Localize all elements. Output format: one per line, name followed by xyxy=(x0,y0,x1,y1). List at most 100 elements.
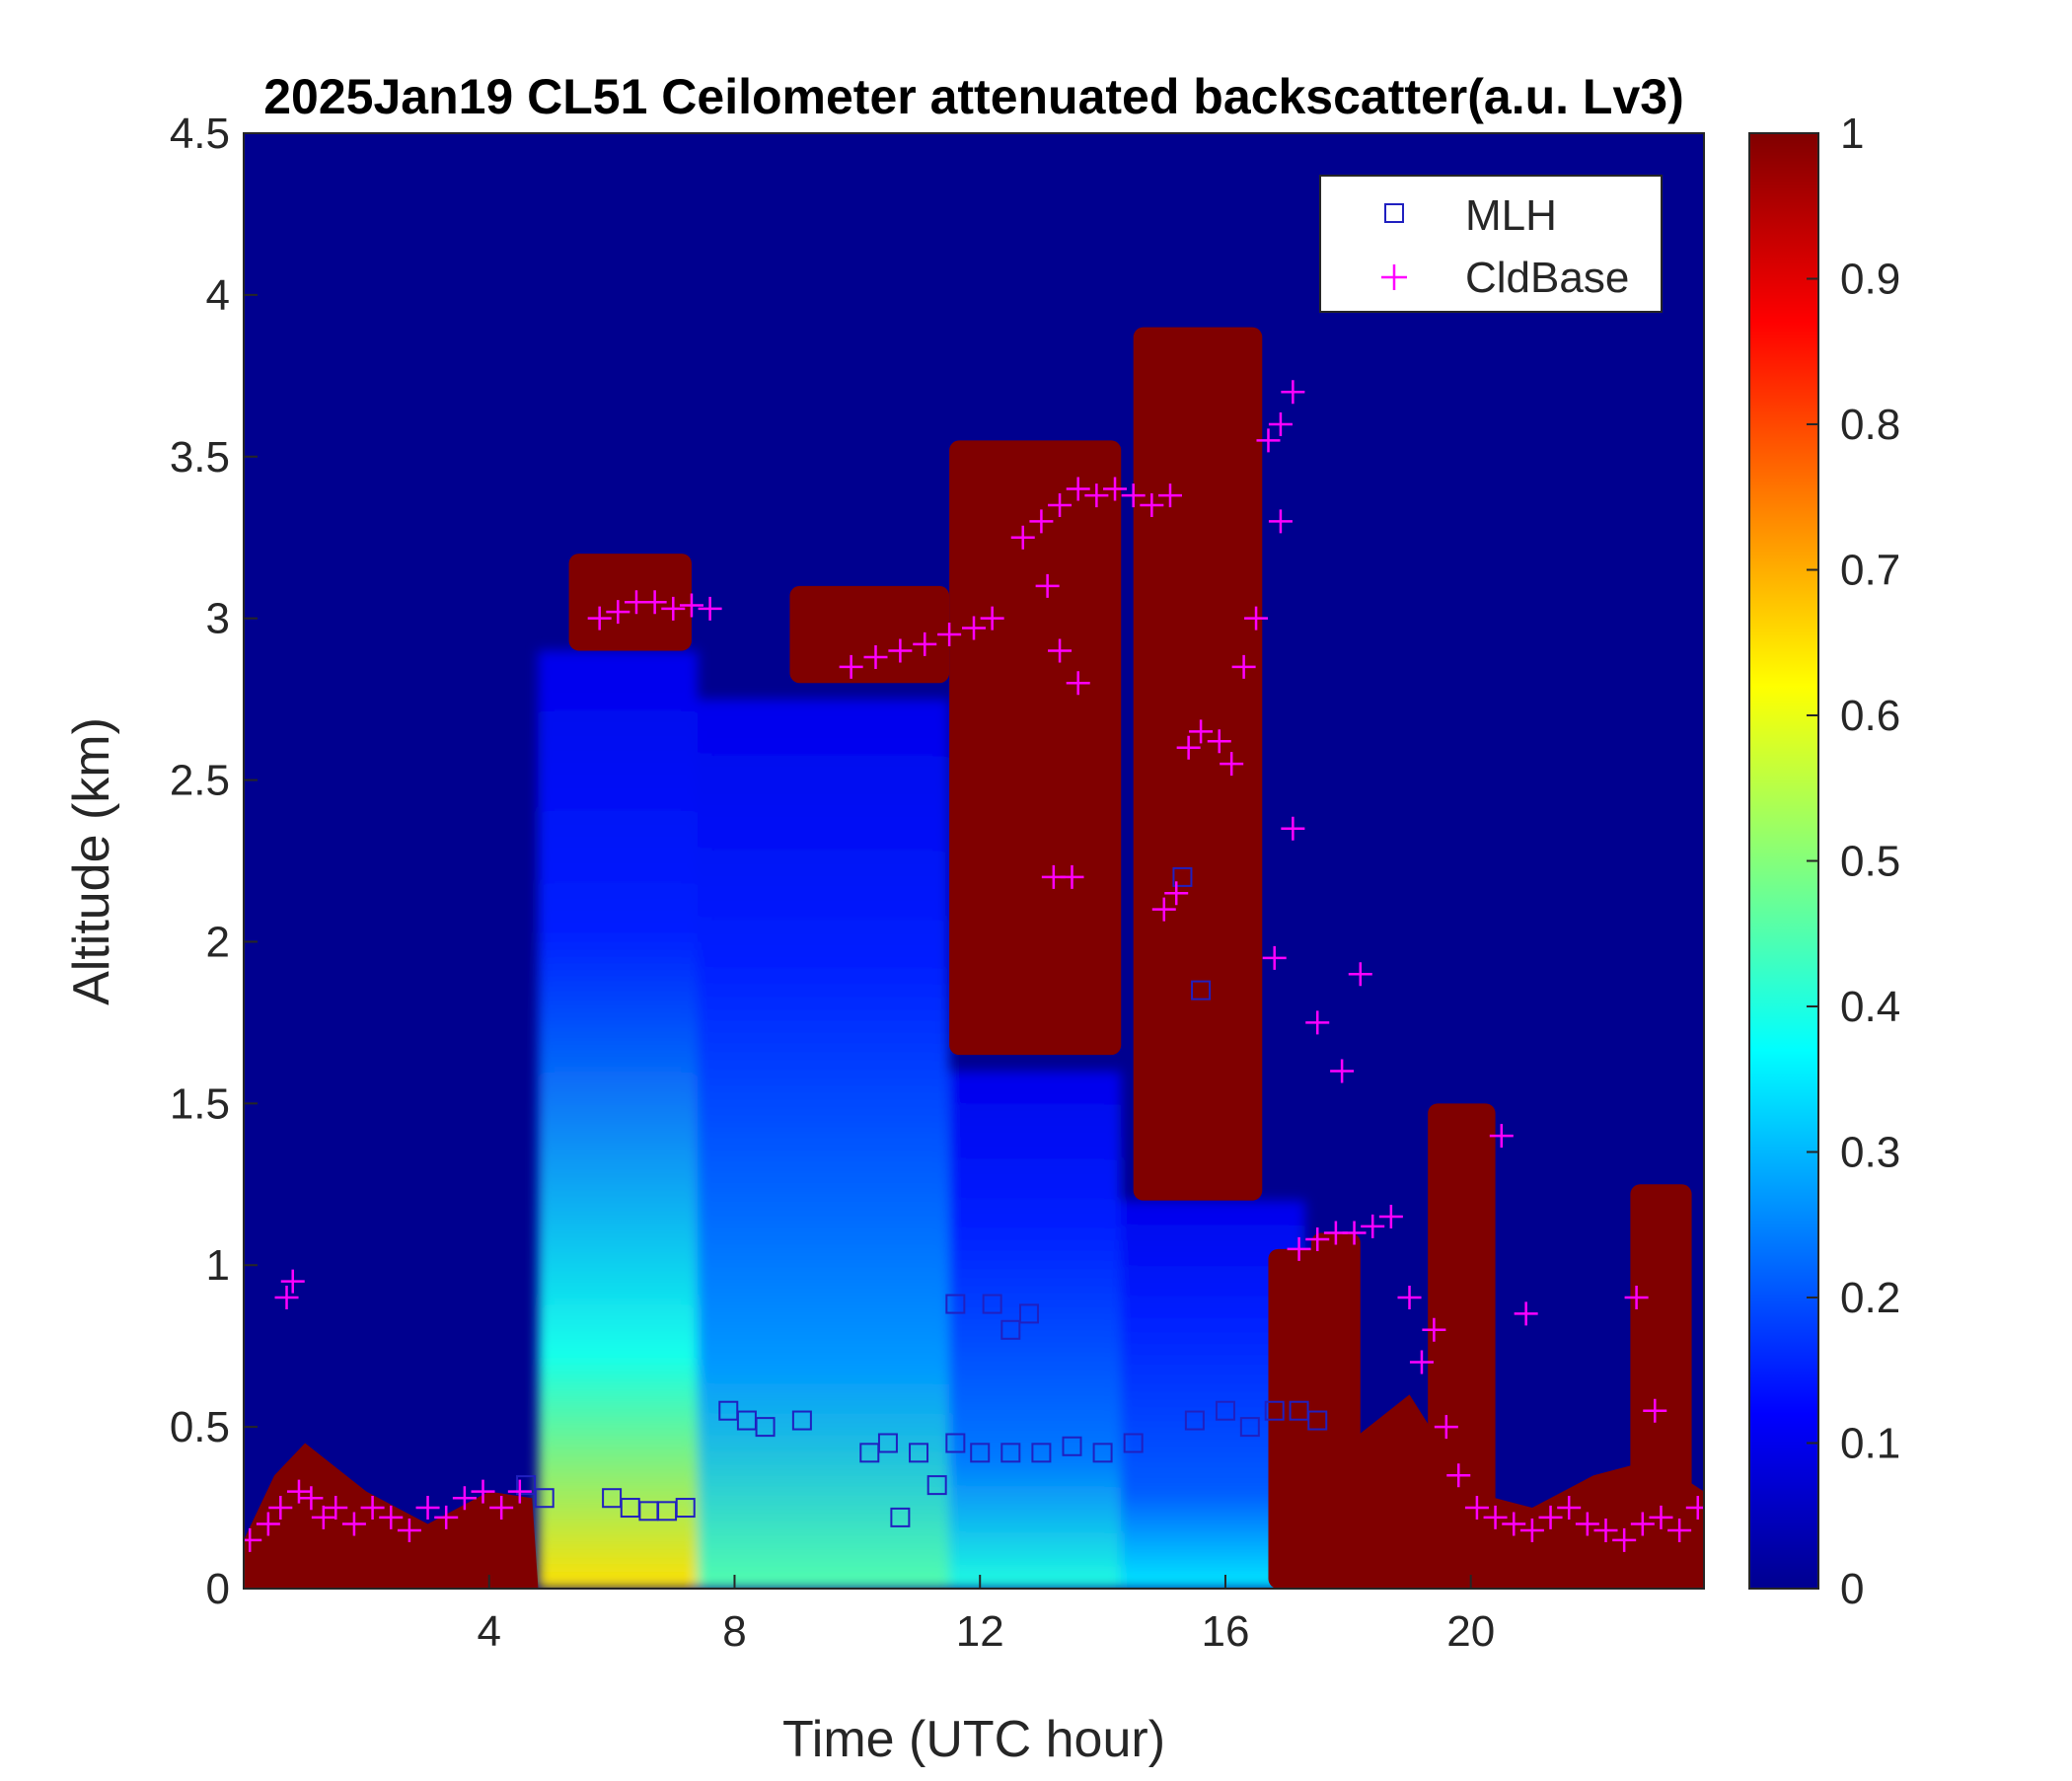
cldbase-marker xyxy=(1029,509,1054,534)
cldbase-marker xyxy=(1446,1463,1471,1488)
x-tick-label: 4 xyxy=(477,1607,500,1656)
cldbase-marker xyxy=(1121,483,1146,508)
cldbase-marker xyxy=(1189,719,1214,744)
cldbase-marker xyxy=(471,1479,495,1504)
cldbase-marker xyxy=(698,596,722,621)
cldbase-marker xyxy=(1489,1124,1514,1149)
y-tick-label: 3.5 xyxy=(170,433,230,482)
colorbar-tick-label: 0.8 xyxy=(1840,401,1900,449)
cldbase-marker xyxy=(888,638,913,663)
cldbase-marker xyxy=(379,1505,404,1529)
plot-frame xyxy=(243,132,1705,1590)
mlh-marker xyxy=(1062,1436,1082,1456)
cldbase-marker xyxy=(1483,1505,1508,1529)
cldbase-marker xyxy=(1048,492,1073,517)
cldbase-marker xyxy=(1268,412,1293,436)
legend: MLH CldBase xyxy=(1319,175,1663,313)
colorbar-tick-label: 0.2 xyxy=(1840,1274,1900,1322)
cldbase-marker xyxy=(299,1486,324,1511)
cldbase-marker xyxy=(962,616,986,640)
cldbase-marker xyxy=(1557,1496,1582,1521)
cldbase-marker xyxy=(1643,1398,1667,1423)
mlh-marker xyxy=(755,1417,776,1438)
cldbase-marker xyxy=(1434,1415,1458,1440)
colorbar-tick-label: 0 xyxy=(1840,1565,1864,1613)
x-tick-label: 20 xyxy=(1446,1607,1495,1656)
mlh-marker xyxy=(1264,1400,1285,1421)
plot-area xyxy=(244,133,1704,1589)
mlh-legend-marker xyxy=(1384,203,1404,223)
cldbase-marker xyxy=(268,1496,293,1521)
cldbase-marker xyxy=(1256,428,1281,453)
cldbase-marker xyxy=(1262,945,1287,970)
cldbase-marker xyxy=(1084,483,1109,508)
cldbase-legend-marker xyxy=(1381,264,1407,290)
cldbase-marker xyxy=(1624,1286,1649,1309)
cldbase-marker xyxy=(1140,492,1164,517)
chart-title: 2025Jan19 CL51 Ceilometer attenuated bac… xyxy=(263,69,1684,124)
cldbase-marker xyxy=(1268,509,1293,534)
cldbase-marker xyxy=(863,645,888,669)
mlh-marker xyxy=(534,1488,555,1509)
aerosol-layers xyxy=(538,650,1305,1589)
cldbase-marker xyxy=(937,623,962,647)
cloud-layer xyxy=(949,440,1122,1056)
colorbar-tick-label: 0.9 xyxy=(1840,256,1900,304)
y-tick-label: 4.5 xyxy=(170,110,230,158)
cldbase-marker xyxy=(642,590,667,615)
cldbase-marker xyxy=(1409,1350,1434,1374)
mlh-marker xyxy=(791,1410,812,1431)
cldbase-marker xyxy=(1305,1010,1330,1035)
mlh-marker xyxy=(909,1443,929,1463)
cloud-layer xyxy=(789,585,950,684)
cldbase-marker xyxy=(1281,816,1305,841)
mlh-marker xyxy=(1172,866,1193,887)
cldbase-marker xyxy=(1066,477,1090,501)
mlh-marker xyxy=(1191,980,1212,1001)
cldbase-marker xyxy=(256,1512,280,1536)
cldbase-marker xyxy=(1176,735,1201,760)
colorbar-tick-label: 0.3 xyxy=(1840,1129,1900,1177)
colorbar-tick-label: 0.1 xyxy=(1840,1420,1900,1468)
colorbar-tick-label: 0.5 xyxy=(1840,838,1900,886)
y-tick-label: 1.5 xyxy=(170,1079,230,1128)
cldbase-marker xyxy=(980,606,1004,631)
cldbase-marker xyxy=(1157,483,1182,508)
mlh-marker xyxy=(945,1433,966,1453)
mlh-marker xyxy=(1000,1319,1021,1340)
cldbase-marker xyxy=(1330,1059,1355,1083)
cldbase-marker xyxy=(1519,1519,1544,1542)
cldbase-marker xyxy=(360,1496,385,1521)
mlh-marker xyxy=(516,1475,537,1496)
mlh-marker xyxy=(1092,1443,1113,1463)
mlh-marker xyxy=(890,1507,911,1527)
cldbase-marker xyxy=(489,1496,514,1521)
cldbase-marker xyxy=(415,1496,440,1521)
mlh-marker xyxy=(1031,1443,1052,1463)
cldbase-marker xyxy=(274,1286,299,1309)
cldbase-marker xyxy=(507,1479,532,1504)
mlh-marker xyxy=(1123,1433,1144,1453)
colorbar-tick-label: 0.4 xyxy=(1840,983,1900,1031)
aerosol-region xyxy=(538,650,699,1589)
y-tick-label: 1 xyxy=(206,1241,230,1290)
cldbase-marker xyxy=(244,1527,262,1552)
cldbase-marker xyxy=(839,654,863,679)
y-tick-label: 2.5 xyxy=(170,757,230,805)
y-axis-label: Altitude (km) xyxy=(63,717,120,1005)
x-tick-label: 8 xyxy=(722,1607,746,1656)
cldbase-marker xyxy=(1502,1512,1526,1536)
y-tick-label: 4 xyxy=(206,271,230,320)
surface-layer-area xyxy=(244,1394,1704,1589)
cldbase-marker xyxy=(324,1496,348,1521)
cldbase-marker xyxy=(1035,573,1060,598)
mlh-marker xyxy=(1018,1303,1039,1324)
x-axis: 4 8 12 16 20 xyxy=(477,1575,1495,1656)
cldbase-marker xyxy=(397,1519,421,1542)
cldbase-marker xyxy=(1575,1512,1599,1536)
mlh-marker xyxy=(970,1443,991,1463)
cldbase-marker xyxy=(1103,477,1128,501)
cldbase-marker xyxy=(1630,1512,1655,1536)
